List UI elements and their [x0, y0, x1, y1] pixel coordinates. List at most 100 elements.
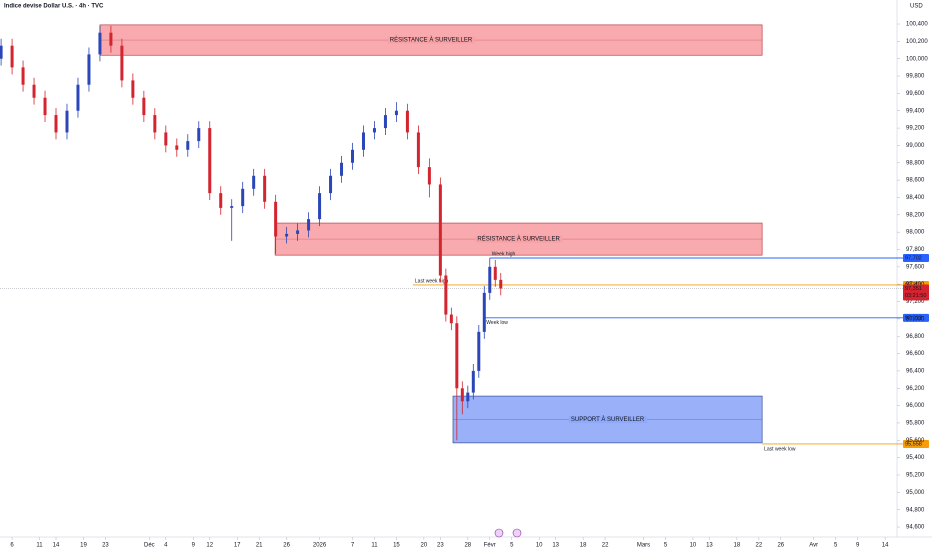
candle-body: [65, 110, 69, 133]
x-tick-label: 26: [283, 543, 290, 549]
zone-label-bg: [475, 235, 563, 243]
level-tag-label: 97,012: [905, 315, 922, 321]
currency: USD: [910, 4, 923, 10]
candle-body: [164, 132, 168, 146]
level-tag: [903, 439, 929, 448]
y-tick-label: 97,800: [906, 247, 925, 253]
level-name: Week high: [492, 251, 516, 257]
x-tick-label: 18: [734, 543, 741, 549]
y-tick-label: 96,000: [906, 403, 925, 409]
x-tick-label: 15: [393, 543, 400, 549]
event-icon[interactable]: [512, 528, 522, 538]
y-tick-label: 98,400: [906, 195, 925, 201]
x-tick-label: 14: [882, 543, 889, 549]
x-tick-label: 26: [777, 543, 784, 549]
candle-body: [54, 115, 58, 133]
x-tick-label: 6: [10, 543, 14, 549]
candle-body: [252, 175, 256, 189]
zone-label-bg: [568, 416, 647, 424]
candle-body: [307, 219, 311, 231]
candle-body: [340, 162, 344, 176]
y-tick-label: 100,000: [906, 56, 928, 62]
level-tag-label: 97,702: [905, 255, 922, 261]
y-tick-label: 94,600: [906, 525, 925, 531]
candle-body: [43, 97, 47, 116]
y-tick-label: 99,200: [906, 126, 925, 132]
candle-body: [351, 149, 355, 163]
candle-body: [493, 266, 497, 280]
x-tick-label: 23: [437, 543, 444, 549]
x-tick-label: 4: [164, 543, 168, 549]
candle-body: [455, 323, 459, 389]
candle-body: [153, 115, 157, 133]
y-tick-label: 95,600: [906, 438, 925, 444]
candle-body: [438, 184, 442, 276]
x-tick-label: 9: [856, 543, 860, 549]
candle-body: [274, 201, 278, 237]
y-tick-label: 96,200: [906, 386, 925, 392]
level-name: Last week high: [415, 278, 449, 284]
candle-body: [466, 392, 470, 402]
x-tick-label: 2026: [313, 543, 327, 549]
candle-body: [471, 370, 475, 393]
x-tick-label: 28: [464, 543, 471, 549]
candle-body: [230, 206, 234, 208]
candle-body: [488, 266, 492, 293]
y-tick-label: 95,000: [906, 490, 925, 496]
y-tick-label: 96,800: [906, 334, 925, 340]
chart-title: Indice devise Dollar U.S. · 4h · TVC: [4, 4, 104, 10]
candle-body: [460, 388, 464, 402]
candle-body: [87, 54, 91, 85]
x-tick-label: 20: [421, 543, 428, 549]
candle-body: [285, 233, 289, 237]
level-name: Last week low: [764, 446, 796, 452]
zone-label: RÉSISTANCE À SURVEILLER: [477, 236, 560, 243]
y-tick-label: 98,600: [906, 178, 925, 184]
candle-body: [98, 32, 102, 55]
y-tick-label: 97,000: [906, 316, 925, 322]
y-tick-label: 99,400: [906, 108, 925, 114]
candle-body: [21, 67, 25, 85]
y-tick-label: 98,200: [906, 212, 925, 218]
x-tick-label: 13: [706, 543, 713, 549]
x-tick-label: Févr: [484, 543, 496, 549]
candle-body: [131, 80, 135, 98]
candle-body: [394, 110, 398, 116]
candle-body: [449, 314, 453, 324]
x-tick-label: 7: [351, 543, 355, 549]
candle-body: [219, 193, 223, 208]
x-tick-label: 5: [510, 543, 514, 549]
candle-body: [175, 145, 179, 150]
candle-body: [477, 331, 481, 371]
y-tick-label: 100,400: [906, 22, 928, 28]
candle-body: [76, 84, 80, 111]
candle-body: [361, 132, 365, 150]
y-tick-label: 98,800: [906, 160, 925, 166]
y-tick-label: 94,800: [906, 507, 925, 513]
candle-body: [142, 97, 146, 116]
zone-label: RÉSISTANCE À SURVEILLER: [390, 37, 473, 44]
y-tick-label: 99,000: [906, 143, 925, 149]
y-tick-label: 100,200: [906, 39, 928, 45]
level-tag: [903, 313, 929, 322]
candle-body: [241, 188, 245, 207]
candle-body: [427, 167, 431, 185]
x-tick-label: 18: [580, 543, 587, 549]
zone-label-bg: [387, 36, 475, 44]
last-price-label: 97,351: [905, 286, 922, 292]
x-tick-label: 10: [690, 543, 697, 549]
candle-body: [499, 279, 503, 289]
candle-body: [10, 45, 14, 68]
x-tick-label: 12: [206, 543, 213, 549]
candle-body: [32, 84, 36, 98]
y-tick-label: 97,600: [906, 264, 925, 270]
x-tick-label: 9: [192, 543, 196, 549]
x-tick-label: 23: [102, 543, 109, 549]
y-tick-label: 97,200: [906, 299, 925, 305]
event-icon[interactable]: [494, 528, 504, 538]
candle-body: [329, 175, 333, 194]
candle-body: [296, 230, 300, 234]
candle-body: [405, 110, 409, 133]
y-tick-label: 95,200: [906, 473, 925, 479]
candle-body: [186, 141, 190, 150]
